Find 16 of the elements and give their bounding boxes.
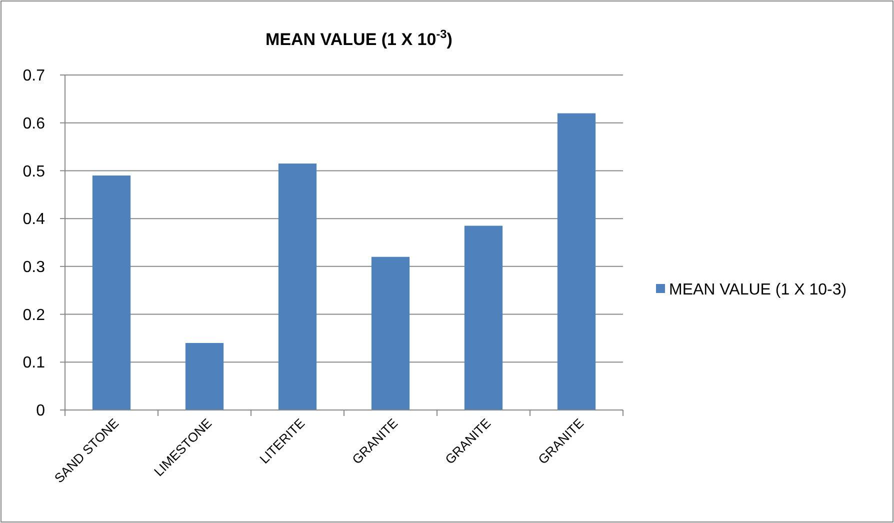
y-tick-label: 0 [36, 402, 46, 420]
y-tick-label: 0.5 [22, 163, 46, 180]
bar [278, 164, 317, 410]
bar [92, 176, 131, 410]
y-tick-label: 0.2 [22, 306, 46, 324]
y-tick-label: 0.7 [22, 68, 46, 85]
bar [185, 343, 224, 410]
bar [557, 113, 596, 410]
y-tick-label: 0.1 [22, 354, 46, 372]
y-tick-label: 0.3 [22, 259, 46, 276]
chart-title: MEAN VALUE (1 X 10$^{-3}$) [266, 27, 452, 49]
y-tick-label: 0.6 [22, 115, 46, 132]
bar [464, 226, 503, 410]
bar [371, 256, 410, 410]
y-tick-label: 0.4 [22, 211, 46, 228]
legend-label: MEAN VALUE (1 X 10-3) [669, 282, 847, 299]
